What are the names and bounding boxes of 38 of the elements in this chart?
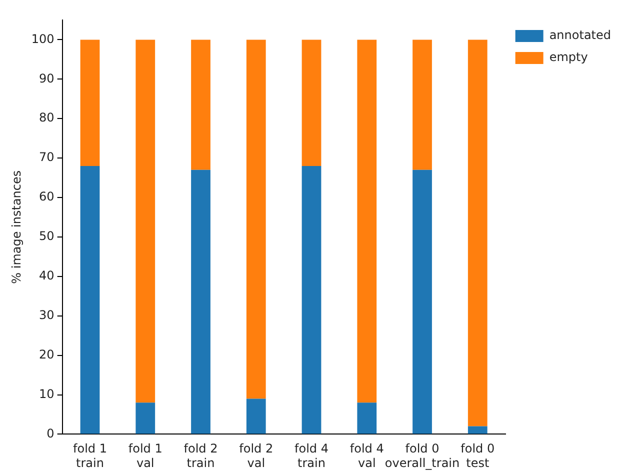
x-tick-label: fold 4 val [350, 442, 384, 470]
x-tick-label: fold 2 train [184, 442, 218, 470]
x-tick-label: fold 2 val [239, 442, 274, 470]
bar [412, 170, 432, 434]
y-tick-label: 30 [39, 308, 54, 322]
bar [468, 40, 488, 426]
bar [302, 40, 322, 166]
y-tick-label: 100 [31, 32, 54, 46]
legend-label: annotated [549, 28, 611, 42]
y-tick-label: 50 [39, 229, 54, 244]
bar [136, 402, 156, 434]
x-tick-label: fold 1 val [128, 442, 162, 470]
x-tick-label: fold 0 test [460, 442, 495, 470]
bar [191, 170, 210, 434]
bar [136, 40, 156, 403]
y-tick-label: 90 [39, 71, 54, 86]
bar [468, 426, 488, 434]
bar [246, 40, 266, 399]
y-tick-label: 40 [39, 268, 54, 283]
bar [80, 40, 100, 166]
y-tick-label: 0 [46, 426, 54, 440]
bar [412, 40, 432, 170]
y-tick-label: 10 [39, 386, 54, 401]
bar [302, 166, 322, 434]
y-tick-label: 20 [39, 347, 54, 362]
y-tick-label: 60 [39, 190, 54, 204]
x-tick-label: fold 0 overall_train [384, 442, 460, 470]
y-axis-title: % image instances [9, 170, 24, 284]
bar [357, 40, 377, 403]
legend-label: empty [549, 50, 588, 64]
y-tick-label: 80 [39, 110, 54, 125]
bar [80, 166, 100, 434]
x-tick-label: fold 4 train [294, 442, 328, 470]
bar [246, 398, 266, 434]
bar [191, 40, 210, 170]
bar [357, 402, 377, 434]
x-tick-label: fold 1 train [73, 442, 107, 470]
y-tick-label: 70 [39, 150, 54, 164]
